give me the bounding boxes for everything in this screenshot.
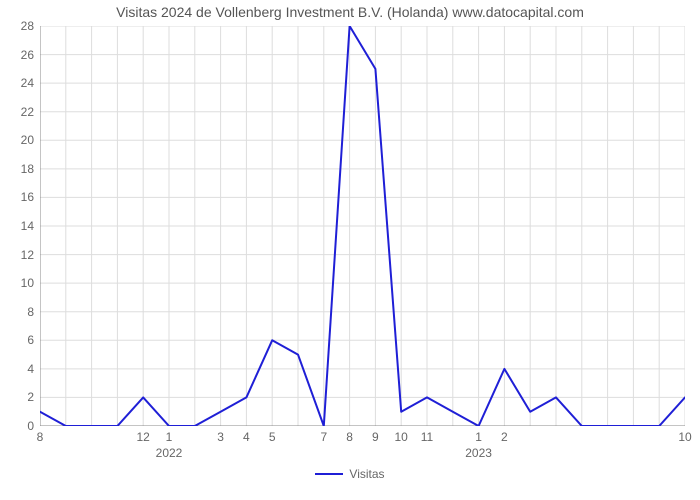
x-tick-label: 10 (395, 430, 408, 444)
legend-label: Visitas (349, 467, 384, 481)
legend-line-swatch (315, 473, 343, 475)
x-tick-label: 4 (243, 430, 250, 444)
y-tick-label: 6 (4, 333, 34, 347)
y-tick-label: 2 (4, 390, 34, 404)
x-tick-label: 10 (678, 430, 691, 444)
x-tick-label: 1 (475, 430, 482, 444)
y-tick-label: 14 (4, 219, 34, 233)
x-group-label: 2022 (156, 446, 183, 460)
x-tick-label: 7 (320, 430, 327, 444)
y-tick-label: 20 (4, 133, 34, 147)
x-tick-label: 11 (421, 430, 433, 444)
x-tick-label: 5 (269, 430, 276, 444)
y-tick-label: 18 (4, 162, 34, 176)
x-tick-label: 9 (372, 430, 379, 444)
y-tick-label: 0 (4, 419, 34, 433)
chart-container: Visitas 2024 de Vollenberg Investment B.… (0, 0, 700, 500)
y-tick-label: 12 (4, 248, 34, 262)
x-tick-label: 1 (166, 430, 173, 444)
chart-plot-area (40, 26, 685, 426)
x-tick-label: 3 (217, 430, 224, 444)
y-tick-label: 8 (4, 305, 34, 319)
chart-legend: Visitas (0, 466, 700, 481)
x-group-label: 2023 (465, 446, 492, 460)
chart-title: Visitas 2024 de Vollenberg Investment B.… (0, 4, 700, 20)
y-tick-label: 22 (4, 105, 34, 119)
x-tick-label: 2 (501, 430, 508, 444)
y-tick-label: 26 (4, 48, 34, 62)
y-tick-label: 10 (4, 276, 34, 290)
y-tick-label: 4 (4, 362, 34, 376)
line-chart-svg (40, 26, 685, 426)
y-tick-label: 28 (4, 19, 34, 33)
x-tick-label: 12 (137, 430, 150, 444)
y-tick-label: 16 (4, 190, 34, 204)
x-tick-label: 8 (346, 430, 353, 444)
x-tick-label: 8 (37, 430, 44, 444)
y-tick-label: 24 (4, 76, 34, 90)
